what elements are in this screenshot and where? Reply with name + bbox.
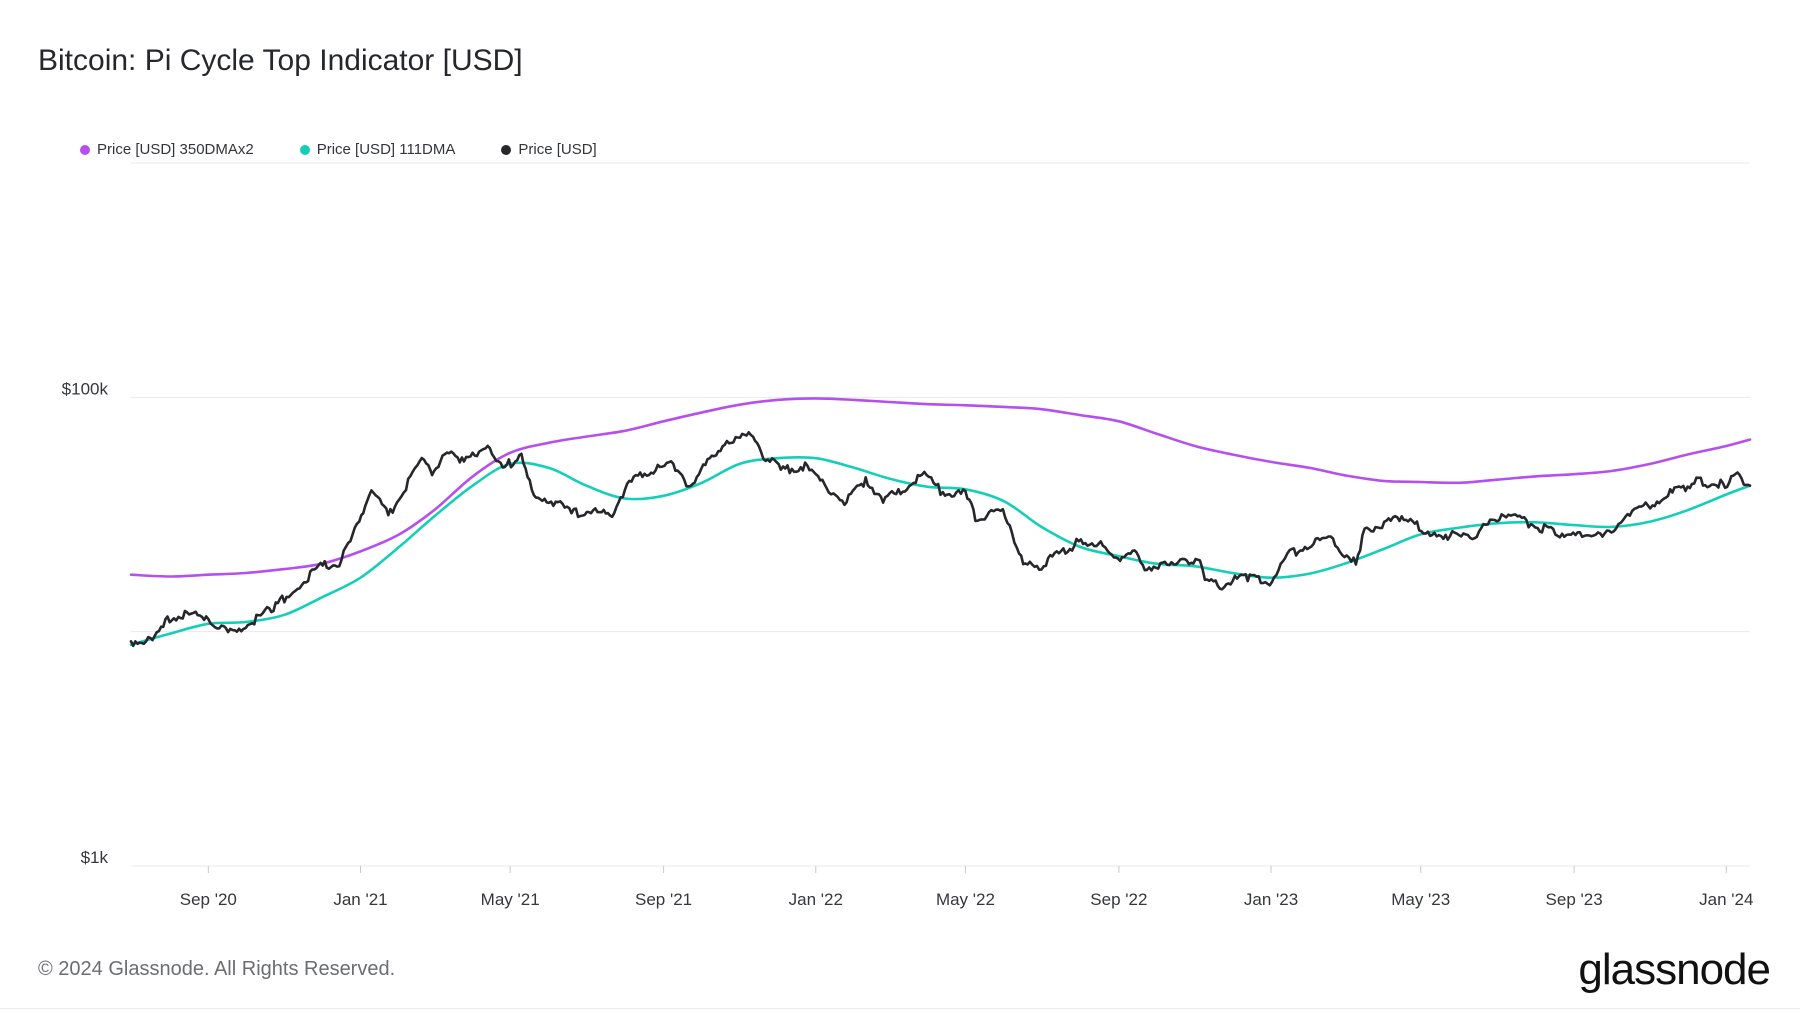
x-tick-label: Sep '20 [180,890,237,909]
x-tick-label: May '22 [936,890,995,909]
x-tick-label: May '23 [1391,890,1450,909]
legend-dot-teal [299,144,310,155]
legend-item-price[interactable]: Price [USD] [501,141,597,158]
x-tick-label: Jan '21 [333,890,387,909]
series-lines [129,397,1752,648]
gridlines [131,162,1750,867]
legend-item-111dma[interactable]: Price [USD] 111DMA [299,141,456,158]
x-tick-label: Jan '22 [789,890,843,909]
legend-item-350dmax2[interactable]: Price [USD] 350DMAx2 [80,141,254,158]
legend-dot-purple [80,144,90,155]
x-tick-label: Jan '23 [1244,890,1298,909]
x-tick-label: Sep '22 [1090,890,1147,909]
x-tick-label: Sep '23 [1546,890,1603,909]
legend-label-111dma: Price [USD] 111DMA [316,141,456,158]
x-axis: Sep '20 Jan '21 May '21 Sep '21 Jan '22 May '… [180,866,1753,909]
y-tick-label: $100k [62,379,109,398]
x-tick-label: Jan '24 [1699,890,1753,909]
price-chart[interactable]: Sep '20 Jan '21 May '21 Sep '21 Jan '22 May '… [0,0,1800,940]
legend-dot-black [501,144,512,155]
y-tick-label: $1k [81,848,109,867]
series-line-350dmax2[interactable] [129,397,1752,578]
x-tick-label: May '21 [481,890,540,909]
glassnode-logo[interactable]: glassnode [1578,945,1771,994]
series-line-111dma[interactable] [129,455,1752,646]
chart-legend: Price [USD] 350DMAx2 Price [USD] 111DMA … [80,141,597,158]
bottom-divider [0,1008,1800,1009]
legend-label-price: Price [USD] [518,141,597,158]
legend-label-350dmax2: Price [USD] 350DMAx2 [97,141,254,158]
series-line-price[interactable] [129,431,1752,648]
x-tick-label: Sep '21 [635,890,692,909]
copyright-footer: © 2024 Glassnode. All Rights Reserved. [38,958,396,980]
y-axis: $1k $100k [62,379,109,867]
chart-title: Bitcoin: Pi Cycle Top Indicator [USD] [38,44,523,77]
